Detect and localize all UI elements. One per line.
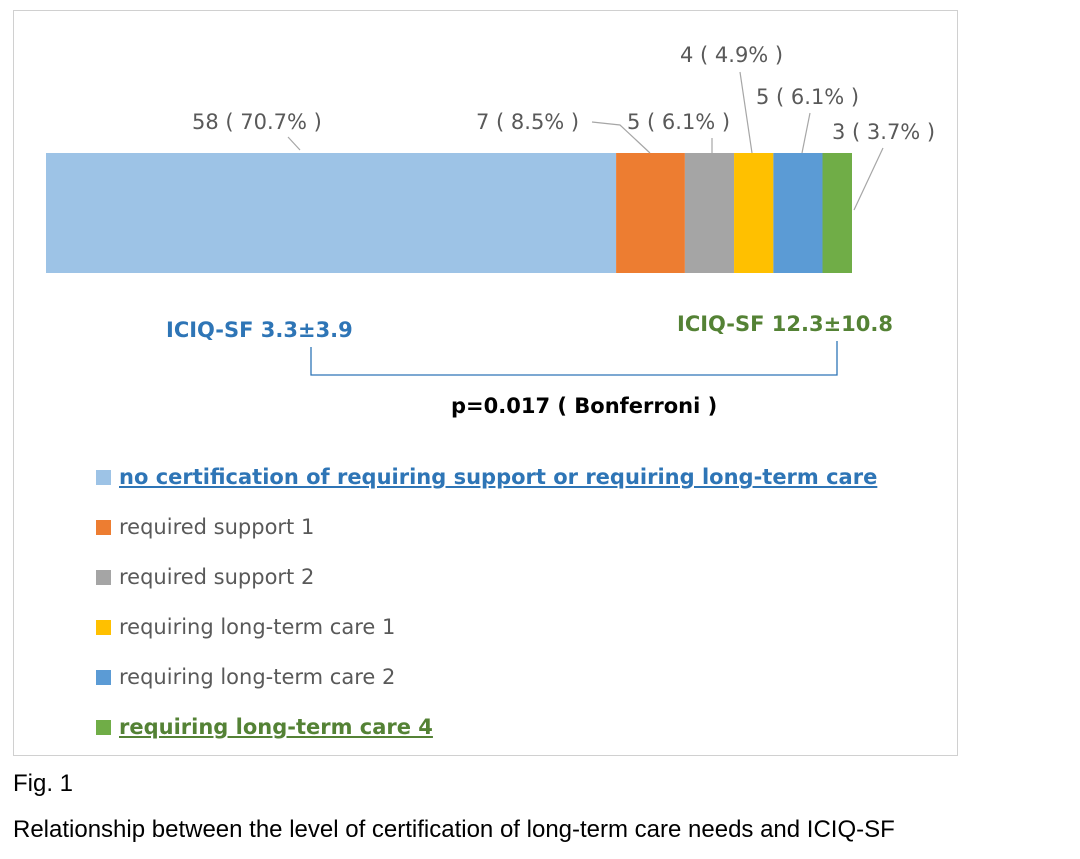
leader-line	[287, 136, 301, 151]
legend-swatch	[96, 669, 111, 685]
score-left-annotation: ICIQ-SF 3.3±3.9	[166, 318, 353, 342]
legend-label: requiring long-term care 1	[119, 615, 396, 639]
data-label: 7 ( 8.5% )	[476, 110, 579, 134]
bar-segment	[616, 153, 685, 273]
data-label: 4 ( 4.9% )	[680, 43, 783, 67]
leader-line	[853, 147, 884, 211]
bar-segment	[734, 153, 774, 273]
legend-label: no certification of requiring support or…	[119, 465, 878, 489]
stacked-bar-chart: 58 ( 70.7% ) 7 ( 8.5% ) 5 ( 6.1% ) 4 ( 4.9%…	[46, 43, 935, 418]
legend-item: requiring long-term care 2	[96, 652, 877, 702]
significance-bracket	[310, 341, 838, 376]
legend-item: required support 1	[96, 502, 877, 552]
legend-item: no certification of requiring support or…	[96, 452, 877, 502]
leader-line	[591, 121, 651, 154]
legend: no certification of requiring support or…	[96, 452, 877, 752]
data-label: 3 ( 3.7% )	[832, 120, 935, 144]
p-value-label: p=0.017 ( Bonferroni )	[451, 394, 717, 418]
legend-label: requiring long-term care 2	[119, 665, 396, 689]
bar-segment	[46, 153, 617, 273]
legend-label: required support 2	[119, 565, 315, 589]
legend-item: requiring long-term care 4	[96, 702, 877, 752]
leader-lines	[287, 71, 884, 211]
legend-swatch	[96, 719, 111, 735]
leader-line	[739, 71, 753, 154]
legend-label: required support 1	[119, 515, 315, 539]
data-label: 5 ( 6.1% )	[627, 110, 730, 134]
bar-segment	[684, 153, 735, 273]
legend-label: requiring long-term care 4	[119, 715, 433, 739]
leader-line	[801, 112, 811, 154]
legend-swatch	[96, 469, 111, 485]
figure-caption: Relationship between the level of certif…	[13, 816, 895, 843]
legend-swatch	[96, 569, 111, 585]
chart-frame	[13, 10, 958, 756]
legend-swatch	[96, 519, 111, 535]
bar-group	[46, 153, 852, 273]
bar-segment	[822, 153, 852, 273]
data-labels: 58 ( 70.7% ) 7 ( 8.5% ) 5 ( 6.1% ) 4 ( 4.9%…	[192, 43, 935, 144]
data-label: 58 ( 70.7% )	[192, 110, 322, 134]
figure-number: Fig. 1	[13, 770, 74, 797]
score-right-annotation: ICIQ-SF 12.3±10.8	[677, 312, 893, 336]
data-label: 5 ( 6.1% )	[756, 85, 859, 109]
legend-item: required support 2	[96, 552, 877, 602]
bar-segment	[773, 153, 823, 273]
legend-item: requiring long-term care 1	[96, 602, 877, 652]
legend-swatch	[96, 619, 111, 635]
